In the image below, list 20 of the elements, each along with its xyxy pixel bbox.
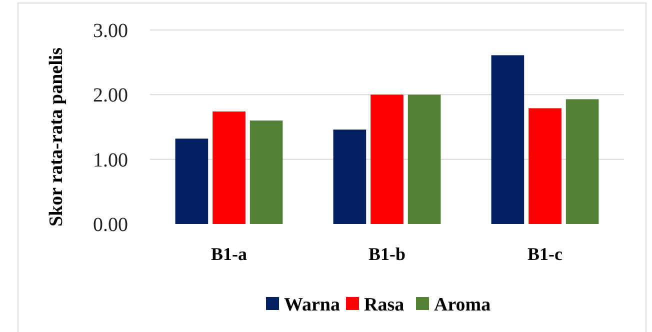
bar: [333, 130, 366, 224]
bar: [408, 94, 441, 224]
bar: [250, 120, 283, 224]
bar: [528, 108, 562, 224]
x-tick-label: B1-c: [528, 244, 562, 264]
legend-label: Rasa: [364, 294, 405, 316]
bar: [370, 94, 404, 224]
legend-label: Aroma: [434, 294, 492, 316]
bar: [566, 99, 599, 224]
y-tick-label: 2.00: [93, 84, 128, 107]
x-tick-label: B1-b: [368, 244, 406, 264]
bar: [491, 55, 524, 224]
x-tick-label: B1-a: [211, 244, 247, 264]
y-tick-label: 0.00: [93, 214, 128, 236]
y-tick-label: 3.00: [93, 20, 128, 42]
y-axis-title: Skor rata-rata panelis: [46, 47, 67, 227]
bar: [175, 138, 208, 224]
y-tick-label: 1.00: [93, 149, 128, 172]
legend-label: Warna: [284, 294, 340, 316]
bar: [212, 111, 246, 224]
